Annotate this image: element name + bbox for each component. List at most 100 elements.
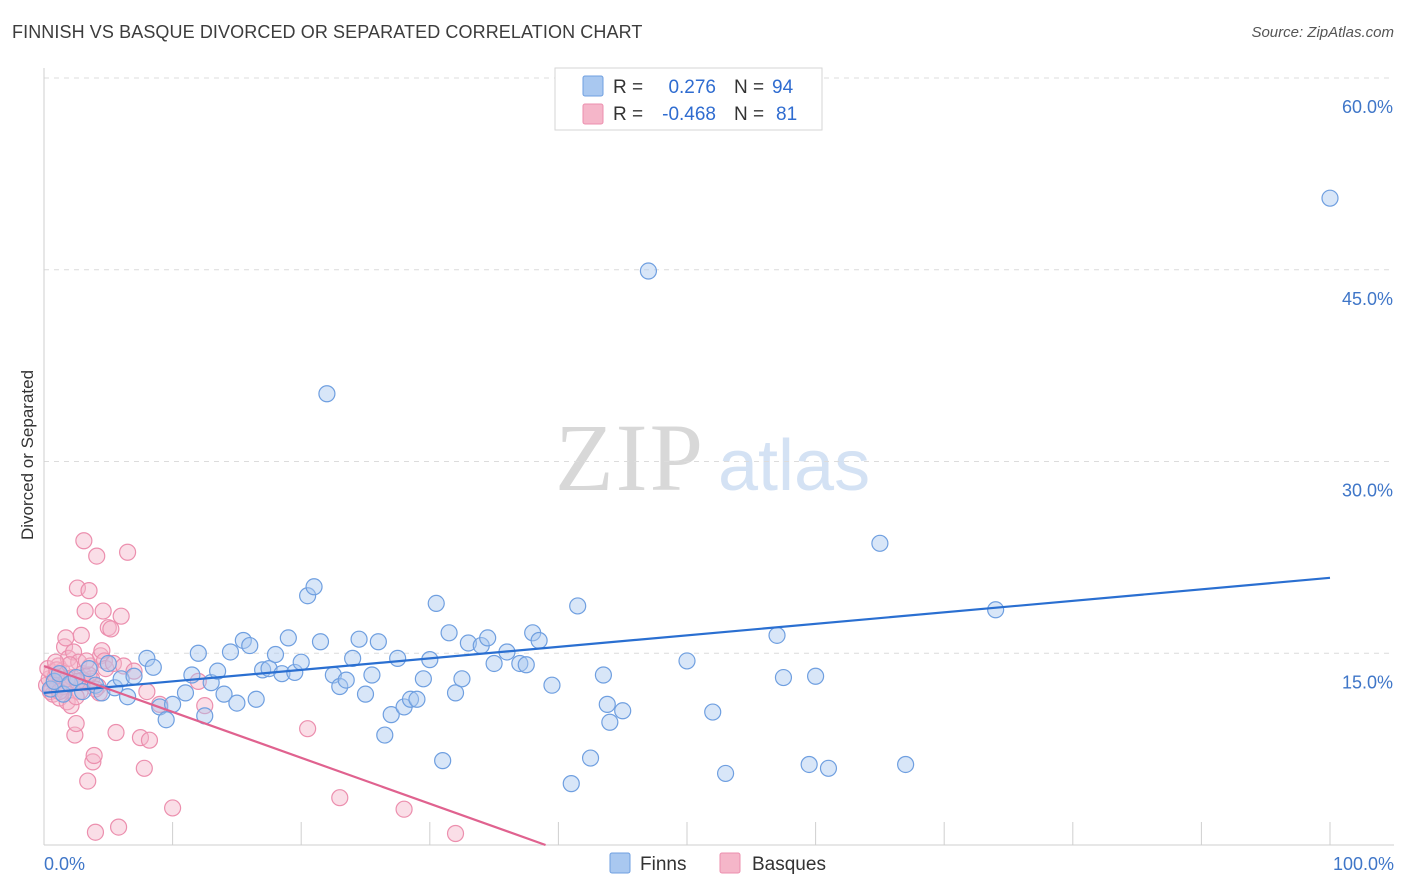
finns-point-20 bbox=[176, 684, 195, 702]
legend-n-label-basques: N = bbox=[734, 104, 764, 125]
basques-point-63 bbox=[299, 720, 317, 738]
basques-point-26 bbox=[72, 626, 90, 644]
finns-point-76 bbox=[581, 749, 600, 767]
gridlines bbox=[44, 77, 1394, 654]
basques-point-58 bbox=[140, 731, 159, 749]
finns-point-55 bbox=[401, 690, 420, 708]
basques-point-51 bbox=[112, 607, 130, 625]
finns-point-40 bbox=[305, 578, 323, 596]
finns-point-51 bbox=[376, 726, 394, 744]
bottom-legend-swatch-finns bbox=[609, 852, 631, 874]
basques-point-14 bbox=[57, 629, 75, 647]
finns-point-72 bbox=[530, 631, 548, 650]
finns-point-79 bbox=[601, 713, 619, 731]
finns-point-10 bbox=[99, 654, 117, 673]
finns-point-77 bbox=[594, 666, 613, 684]
basques-point-50 bbox=[109, 818, 128, 836]
y-tick-label-60: 60.0% bbox=[1342, 97, 1393, 117]
legend-r-value-basques: -0.468 bbox=[662, 104, 716, 125]
basques-point-61 bbox=[189, 672, 207, 690]
legend-swatch-finns bbox=[582, 75, 604, 97]
source-label: Source: ZipAtlas.com bbox=[1251, 24, 1394, 41]
trend-lines bbox=[43, 576, 1331, 847]
basques-point-37 bbox=[86, 823, 105, 841]
legend-r-label-basques: R = bbox=[613, 104, 643, 125]
basques-point-28 bbox=[75, 532, 93, 550]
finns-point-36 bbox=[279, 629, 297, 647]
basques-point-49 bbox=[107, 723, 125, 742]
finns-point-63 bbox=[453, 670, 471, 688]
finns-point-57 bbox=[414, 670, 432, 688]
basques-point-47 bbox=[102, 620, 120, 638]
finns-point-45 bbox=[337, 671, 355, 689]
bottom-legend-swatch-basques bbox=[719, 852, 741, 874]
y-tick-labels: 15.0% 30.0% 45.0% 60.0% bbox=[1342, 97, 1393, 692]
finns-point-47 bbox=[350, 630, 368, 648]
basques-point-36 bbox=[85, 746, 103, 765]
series-basques bbox=[37, 532, 465, 843]
finns-point-88 bbox=[819, 759, 838, 777]
finns-point-59 bbox=[427, 594, 445, 612]
chart-title: FINNISH VS BASQUE DIVORCED OR SEPARATED … bbox=[12, 22, 643, 42]
finns-point-31 bbox=[247, 690, 265, 708]
basques-point-32 bbox=[80, 582, 98, 600]
finns-point-62 bbox=[446, 684, 465, 702]
finns-point-49 bbox=[363, 666, 381, 684]
y-tick-label-15: 15.0% bbox=[1342, 672, 1393, 692]
finns-point-25 bbox=[209, 662, 227, 680]
finns-point-78 bbox=[598, 695, 616, 713]
finns-point-89 bbox=[871, 534, 889, 552]
basques-point-54 bbox=[125, 662, 143, 680]
finns-point-52 bbox=[382, 706, 400, 724]
finns-point-84 bbox=[716, 764, 735, 783]
bottom-legend-label-finns: Finns bbox=[640, 854, 686, 875]
basques-point-35 bbox=[84, 753, 102, 771]
finns-point-39 bbox=[299, 587, 317, 605]
basques-point-29 bbox=[76, 602, 94, 620]
finns-point-37 bbox=[286, 663, 304, 682]
axes bbox=[43, 68, 1394, 846]
legend-n-label-finns: N = bbox=[734, 77, 764, 98]
finns-point-48 bbox=[356, 685, 375, 703]
basques-trend-line bbox=[43, 664, 546, 847]
finns-point-38 bbox=[292, 653, 310, 671]
finns-point-34 bbox=[266, 645, 285, 664]
correlation-legend: R = 0.276 N = 94 R = -0.468 N = 81 bbox=[554, 67, 823, 131]
finns-point-85 bbox=[768, 626, 786, 644]
basques-point-56 bbox=[135, 759, 153, 777]
finns-point-14 bbox=[125, 667, 143, 685]
finns-point-64 bbox=[459, 634, 477, 652]
finns-point-60 bbox=[434, 752, 452, 770]
finns-point-61 bbox=[440, 624, 458, 642]
basques-point-53 bbox=[118, 543, 137, 561]
watermark-atlas: atlas bbox=[718, 426, 870, 506]
finns-trend-line bbox=[43, 576, 1331, 694]
basques-point-65 bbox=[395, 800, 413, 818]
legend-r-value-finns: 0.276 bbox=[668, 77, 716, 98]
finns-point-73 bbox=[543, 676, 561, 694]
y-tick-label-45: 45.0% bbox=[1342, 289, 1393, 309]
finns-point-90 bbox=[897, 755, 915, 774]
x-ticks bbox=[43, 822, 1331, 845]
legend-r-label-finns: R = bbox=[613, 77, 643, 98]
basques-point-66 bbox=[446, 824, 465, 843]
finns-point-70 bbox=[517, 656, 535, 674]
basques-point-38 bbox=[88, 547, 106, 565]
finns-point-69 bbox=[511, 654, 529, 673]
finns-point-74 bbox=[562, 775, 580, 793]
finns-point-44 bbox=[331, 677, 349, 696]
basques-point-31 bbox=[79, 772, 97, 790]
basques-point-48 bbox=[104, 654, 123, 673]
legend-n-value-finns: 94 bbox=[772, 77, 794, 98]
legend-swatch-basques bbox=[582, 103, 604, 125]
finns-point-91 bbox=[987, 601, 1005, 619]
basques-point-22 bbox=[67, 714, 85, 733]
finns-point-83 bbox=[704, 703, 722, 721]
finns-point-67 bbox=[485, 654, 503, 673]
finns-point-7 bbox=[80, 659, 98, 678]
finns-point-87 bbox=[800, 755, 818, 774]
x-tick-label-max: 100.0% bbox=[1333, 854, 1394, 874]
finns-point-30 bbox=[241, 636, 259, 655]
finns-point-16 bbox=[144, 658, 162, 676]
finns-point-82 bbox=[678, 652, 696, 670]
